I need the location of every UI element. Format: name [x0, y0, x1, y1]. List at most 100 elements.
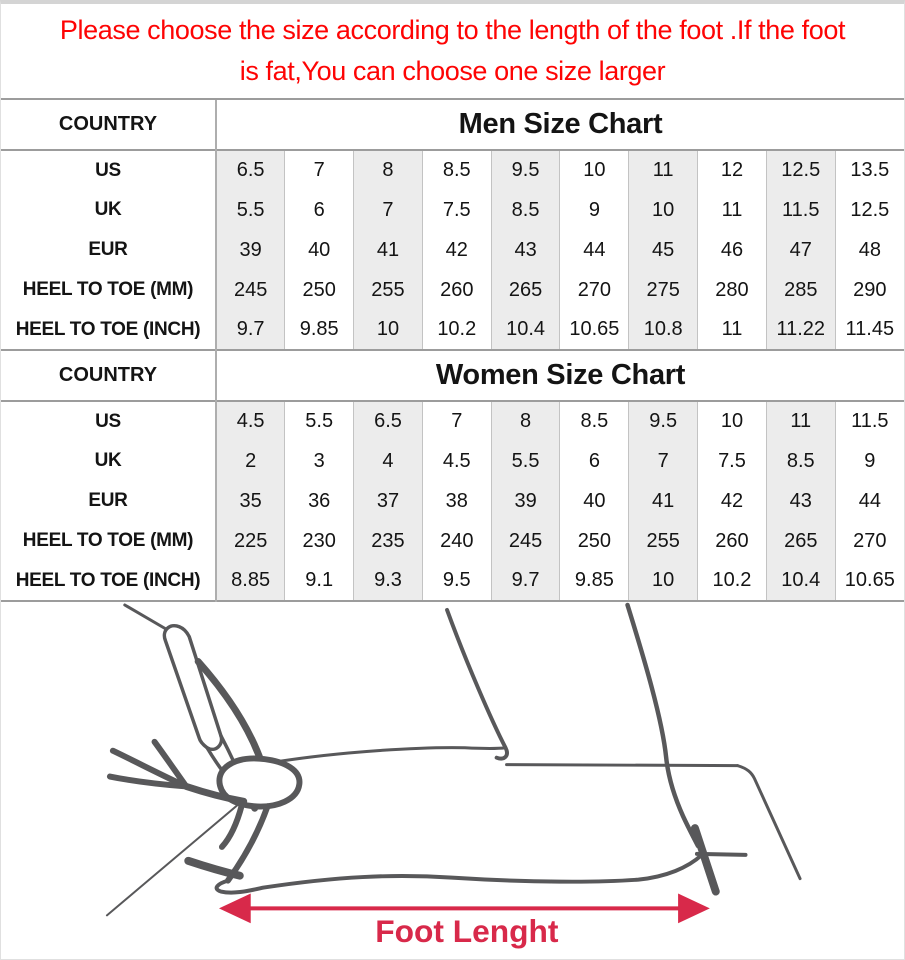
- size-cell: 280: [697, 270, 767, 310]
- size-cell: 11: [697, 190, 767, 230]
- measure-arrow-right-head: [678, 893, 710, 924]
- size-cell: 11.5: [834, 401, 904, 441]
- women-table-header-row: COUNTRY Women Size Chart: [1, 351, 904, 401]
- size-cell: 7: [284, 150, 354, 190]
- size-row: US 6.5 7 8 8.5 9.5 10 11 12 12.5 13.5: [1, 150, 904, 190]
- men-size-table: COUNTRY Men Size Chart US 6.5 7 8 8.5 9.5 10 11…: [1, 100, 904, 351]
- size-cell: 10: [353, 310, 423, 350]
- size-cell: 37: [353, 481, 423, 521]
- foot-length-label: Foot Lenght: [375, 913, 559, 949]
- size-cell: 11: [628, 150, 698, 190]
- size-cell: 4.5: [216, 401, 285, 441]
- pen-top-line: [123, 603, 174, 635]
- size-cell: 8.85: [216, 561, 285, 601]
- men-table-body: US 6.5 7 8 8.5 9.5 10 11 12 12.5 13.5 UK 5.5 6 7 7.5 8.5…: [1, 150, 904, 350]
- foot-measurement-diagram: Foot Lenght: [105, 602, 802, 949]
- heel-mark-cross: [694, 851, 748, 857]
- size-row: HEEL TO TOE (INCH) 9.7 9.85 10 10.2 10.4 10.65…: [1, 310, 904, 350]
- size-row: UK 2 3 4 4.5 5.5 6 7 7.5 8.5 9: [1, 441, 904, 481]
- size-cell: 44: [834, 481, 904, 521]
- size-row: US 4.5 5.5 6.5 7 8 8.5 9.5 10 11 11.5: [1, 401, 904, 441]
- instep-line: [275, 746, 508, 764]
- women-table-title: Women Size Chart: [435, 359, 686, 391]
- row-label: HEEL TO TOE (MM): [1, 521, 217, 561]
- shin-front-line: [445, 607, 509, 761]
- size-cell: 9.85: [559, 561, 629, 601]
- size-cell: 250: [559, 521, 629, 561]
- size-cell: 265: [765, 521, 836, 561]
- size-cell: 43: [490, 230, 560, 270]
- size-cell: 5.5: [216, 190, 285, 230]
- size-cell: 9.5: [628, 401, 698, 441]
- sole-line: [214, 852, 704, 895]
- finger-line-3: [106, 773, 190, 790]
- size-cell: 10.65: [834, 561, 904, 601]
- size-cell: 39: [216, 230, 285, 270]
- row-label: HEEL TO TOE (MM): [1, 270, 217, 310]
- size-cell: 255: [628, 521, 698, 561]
- measure-arrow: [218, 893, 710, 924]
- size-cell: 42: [697, 481, 767, 521]
- size-cell: 7: [421, 401, 492, 441]
- women-size-table: COUNTRY Women Size Chart US 4.5 5.5 6.5 7 8 8.…: [1, 351, 904, 602]
- size-cell: 6: [559, 441, 629, 481]
- size-cell: 36: [284, 481, 354, 521]
- size-cell: 240: [421, 521, 492, 561]
- size-cell: 7: [353, 190, 423, 230]
- size-cell: 10.4: [765, 561, 836, 601]
- size-cell: 6.5: [353, 401, 423, 441]
- size-cell: 8.5: [765, 441, 836, 481]
- foot-line-art: [105, 602, 802, 917]
- finger-line-4: [182, 782, 248, 805]
- warning-line-2: is fat,You can choose one size larger: [239, 56, 666, 86]
- size-cell: 10: [559, 150, 629, 190]
- size-cell: 255: [353, 270, 423, 310]
- row-label: EUR: [1, 481, 217, 521]
- men-country-header: COUNTRY: [1, 100, 217, 150]
- index-finger: [194, 658, 267, 770]
- size-cell: 9.7: [216, 310, 285, 350]
- size-cell: 265: [490, 270, 560, 310]
- size-cell: 8.5: [559, 401, 629, 441]
- size-cell: 11: [697, 310, 767, 350]
- finger-line-2: [151, 738, 190, 790]
- size-cell: 235: [353, 521, 423, 561]
- size-cell: 11.45: [834, 310, 904, 350]
- size-cell: 7: [628, 441, 698, 481]
- shin-back-line: [625, 602, 701, 849]
- size-cell: 5.5: [490, 441, 560, 481]
- size-cell: 4: [353, 441, 423, 481]
- size-cell: 290: [834, 270, 904, 310]
- size-cell: 9: [834, 441, 904, 481]
- size-cell: 11.5: [765, 190, 836, 230]
- size-cell: 46: [697, 230, 767, 270]
- size-cell: 9.7: [490, 561, 560, 601]
- size-cell: 48: [834, 230, 904, 270]
- size-cell: 45: [628, 230, 698, 270]
- size-cell: 270: [559, 270, 629, 310]
- size-cell: 260: [421, 270, 492, 310]
- size-cell: 10.2: [421, 310, 492, 350]
- heel-wall-side: [736, 764, 802, 881]
- size-cell: 9.5: [490, 150, 560, 190]
- size-cell: 40: [559, 481, 629, 521]
- size-row: EUR 39 40 41 42 43 44 45 46 47 48: [1, 230, 904, 270]
- heel-mark: [690, 824, 720, 896]
- size-cell: 12.5: [834, 190, 904, 230]
- measure-arrow-left-head: [218, 893, 251, 924]
- size-cell: 35: [216, 481, 285, 521]
- size-cell: 40: [284, 230, 354, 270]
- size-cell: 12: [697, 150, 767, 190]
- size-cell: 6: [284, 190, 354, 230]
- paper-edge-line: [105, 785, 261, 917]
- size-cell: 10: [697, 401, 767, 441]
- size-cell: 13.5: [834, 150, 904, 190]
- heel-wall-top: [505, 763, 740, 768]
- row-label: HEEL TO TOE (INCH): [1, 561, 217, 601]
- size-cell: 41: [628, 481, 698, 521]
- pen-icon: [162, 624, 224, 751]
- size-cell: 245: [490, 521, 560, 561]
- row-label: US: [1, 401, 217, 441]
- toe-front-edge: [224, 803, 271, 884]
